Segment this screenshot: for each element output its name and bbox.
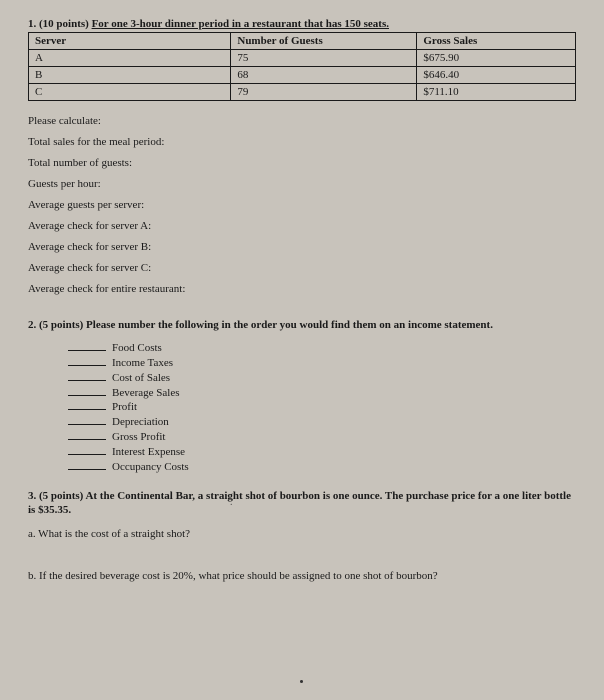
cell-guests: 75 — [231, 50, 417, 67]
order-item: Occupancy Costs — [68, 460, 576, 475]
header-guests: Number of Guests — [231, 33, 417, 50]
order-label: Depreciation — [112, 415, 169, 430]
q1-line: Total sales for the meal period: — [28, 136, 576, 148]
q1-header: 1. (10 points) For one 3-hour dinner per… — [28, 18, 576, 30]
blank-line — [68, 350, 106, 351]
q1-line: Total number of guests: — [28, 157, 576, 169]
q1-line: Guests per hour: — [28, 178, 576, 190]
order-item: Gross Profit — [68, 430, 576, 445]
server-table: Server Number of Guests Gross Sales A 75… — [28, 32, 576, 101]
blank-line — [68, 469, 106, 470]
order-label: Gross Profit — [112, 430, 165, 445]
order-item: Income Taxes — [68, 356, 576, 371]
blank-line — [68, 424, 106, 425]
blank-line — [68, 439, 106, 440]
blank-line — [68, 409, 106, 410]
blank-line — [68, 380, 106, 381]
blank-line — [68, 454, 106, 455]
order-item: Food Costs — [68, 341, 576, 356]
order-item: Cost of Sales — [68, 371, 576, 386]
cell-server: A — [29, 50, 231, 67]
order-item: Interest Expense — [68, 445, 576, 460]
cell-sales: $646.40 — [417, 67, 576, 84]
cell-sales: $711.10 — [417, 84, 576, 101]
dot-mark — [300, 680, 303, 683]
order-label: Occupancy Costs — [112, 460, 189, 475]
q2-block: 2. (5 points) Please number the followin… — [28, 319, 576, 475]
order-label: Cost of Sales — [112, 371, 170, 386]
order-label: Food Costs — [112, 341, 162, 356]
q3-a: a. What is the cost of a straight shot? — [28, 528, 576, 540]
table-row: B 68 $646.40 — [29, 67, 576, 84]
order-label: Income Taxes — [112, 356, 173, 371]
cell-guests: 79 — [231, 84, 417, 101]
q3-header: 3. (5 points) At the Continental Bar, a … — [28, 489, 576, 519]
header-sales: Gross Sales — [417, 33, 576, 50]
q3-b: b. If the desired beverage cost is 20%, … — [28, 570, 576, 582]
q2-header: 2. (5 points) Please number the followin… — [28, 319, 576, 331]
cell-server: C — [29, 84, 231, 101]
q1-line: Average guests per server: — [28, 199, 576, 211]
header-server: Server — [29, 33, 231, 50]
q1-prefix: 1. (10 points) — [28, 18, 92, 30]
order-item: Depreciation — [68, 415, 576, 430]
order-item: Beverage Sales — [68, 386, 576, 401]
order-label: Profit — [112, 400, 137, 415]
cell-sales: $675.90 — [417, 50, 576, 67]
q1-header-text: For one 3-hour dinner period in a restau… — [92, 18, 389, 30]
order-item: Profit — [68, 400, 576, 415]
q1-line: Average check for server B: — [28, 241, 576, 253]
q1-line: Average check for server C: — [28, 262, 576, 274]
q1-line: Average check for entire restaurant: — [28, 283, 576, 295]
stray-mark: . — [230, 497, 233, 508]
cell-guests: 68 — [231, 67, 417, 84]
order-label: Interest Expense — [112, 445, 185, 460]
order-label: Beverage Sales — [112, 386, 180, 401]
cell-server: B — [29, 67, 231, 84]
table-row: A 75 $675.90 — [29, 50, 576, 67]
q1-line: Average check for server A: — [28, 220, 576, 232]
blank-line — [68, 365, 106, 366]
q2-order-list: Food Costs Income Taxes Cost of Sales Be… — [68, 341, 576, 475]
blank-line — [68, 395, 106, 396]
table-row: C 79 $711.10 — [29, 84, 576, 101]
table-header-row: Server Number of Guests Gross Sales — [29, 33, 576, 50]
q1-line: Please calculate: — [28, 115, 576, 127]
